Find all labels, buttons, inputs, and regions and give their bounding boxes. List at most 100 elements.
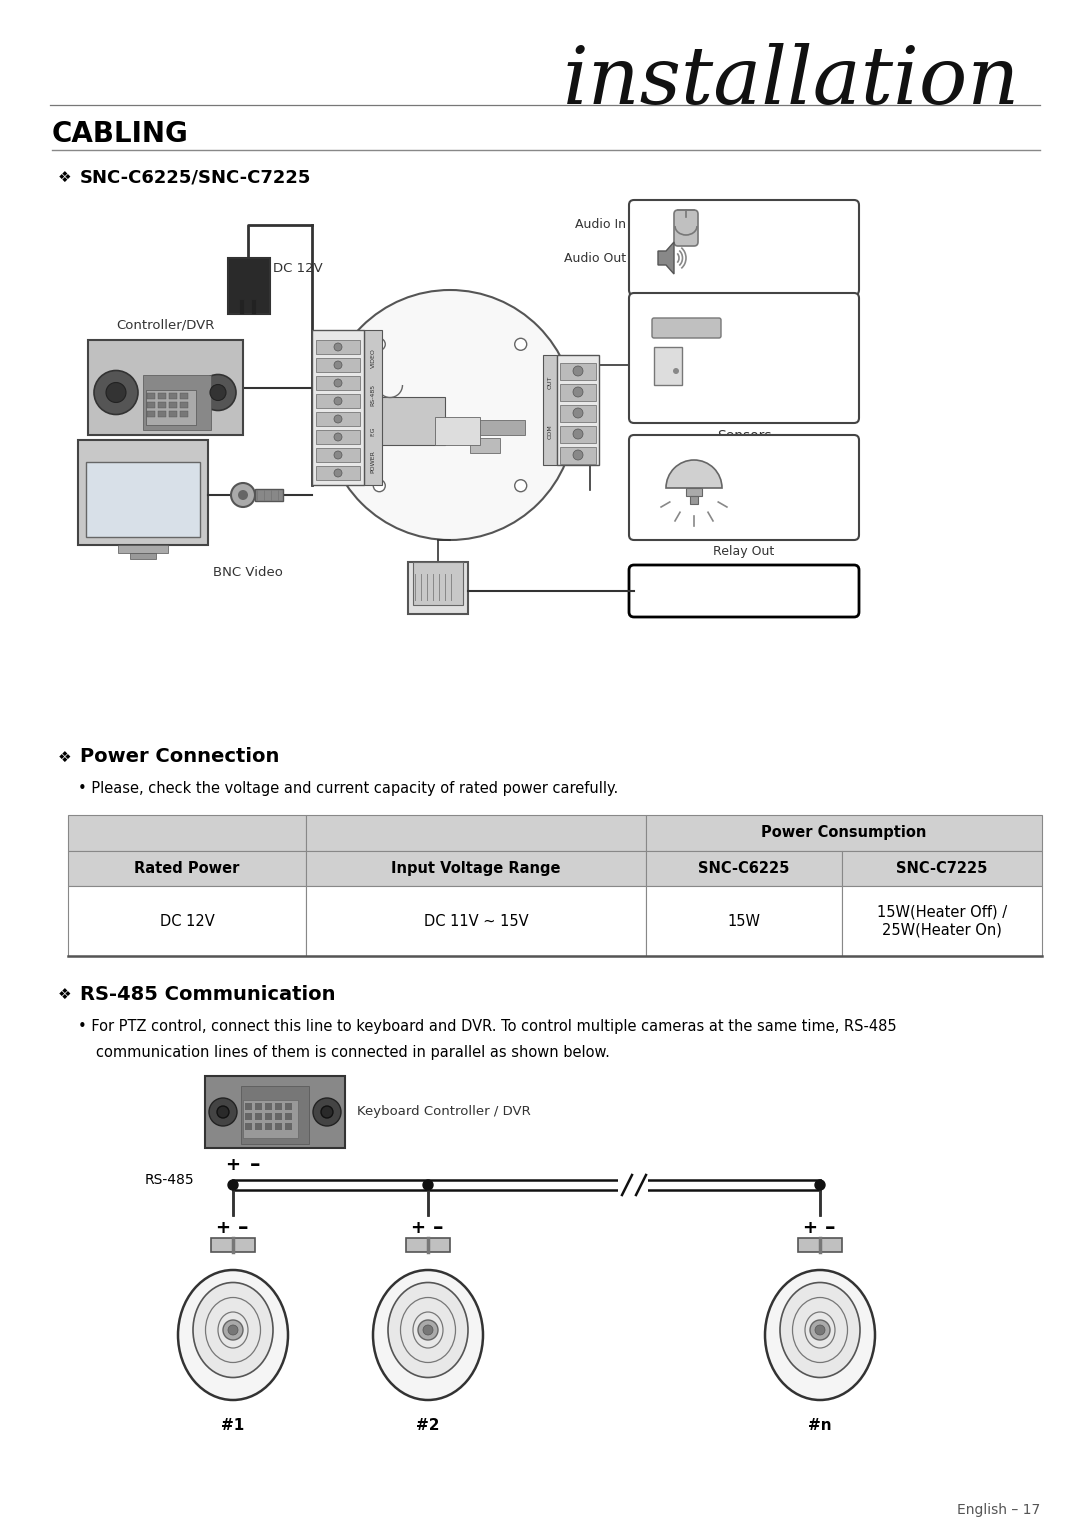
Bar xyxy=(255,1113,262,1120)
Bar xyxy=(68,815,306,850)
Text: POWER: POWER xyxy=(370,450,376,472)
Bar xyxy=(561,447,596,463)
Text: 15W(Heater Off) /
25W(Heater On): 15W(Heater Off) / 25W(Heater On) xyxy=(877,905,1007,937)
Circle shape xyxy=(228,1180,238,1190)
Circle shape xyxy=(573,387,583,396)
Bar xyxy=(245,1123,252,1129)
Text: Door
Switch: Door Switch xyxy=(724,357,766,384)
Text: BNC Video: BNC Video xyxy=(213,567,283,579)
Text: Audio Out: Audio Out xyxy=(564,251,626,265)
Circle shape xyxy=(334,433,342,440)
Bar xyxy=(143,375,211,430)
Bar xyxy=(561,427,596,443)
FancyBboxPatch shape xyxy=(629,293,859,424)
Text: RS-485 Communication: RS-485 Communication xyxy=(80,985,336,1003)
Circle shape xyxy=(210,384,226,401)
Bar xyxy=(435,418,480,445)
Text: ❖: ❖ xyxy=(58,750,71,765)
Text: SNC-C6225/SNC-C7225: SNC-C6225/SNC-C7225 xyxy=(80,168,311,186)
Bar xyxy=(68,885,306,956)
Text: Lamp: Lamp xyxy=(734,482,773,495)
Ellipse shape xyxy=(193,1283,273,1378)
Bar xyxy=(312,331,364,485)
Circle shape xyxy=(515,480,527,492)
Bar xyxy=(245,1113,252,1120)
Circle shape xyxy=(573,408,583,418)
Bar xyxy=(118,546,168,553)
Bar xyxy=(316,395,360,408)
Bar xyxy=(158,393,166,399)
Bar xyxy=(130,553,156,559)
Bar xyxy=(557,355,599,465)
Text: 15W: 15W xyxy=(728,913,760,928)
Bar xyxy=(168,411,177,418)
Text: communication lines of them is connected in parallel as shown below.: communication lines of them is connected… xyxy=(96,1044,610,1059)
Text: F.G: F.G xyxy=(370,427,376,436)
Circle shape xyxy=(418,1320,438,1340)
Text: • Please, check the voltage and current capacity of rated power carefully.: • Please, check the voltage and current … xyxy=(78,782,618,797)
Text: Speaker: Speaker xyxy=(704,251,755,265)
Text: IrDA
Sensor: IrDA Sensor xyxy=(724,314,767,341)
Text: Sensors: Sensors xyxy=(717,428,771,443)
Text: #2: #2 xyxy=(416,1417,440,1433)
Text: Keyboard Controller / DVR: Keyboard Controller / DVR xyxy=(357,1105,530,1119)
Circle shape xyxy=(325,290,575,539)
Bar xyxy=(798,1237,842,1253)
Bar xyxy=(316,340,360,354)
Bar xyxy=(241,1087,309,1145)
Bar xyxy=(470,421,525,434)
Circle shape xyxy=(313,1097,341,1126)
Text: +: + xyxy=(802,1219,818,1237)
Circle shape xyxy=(334,469,342,477)
Bar xyxy=(211,1237,255,1253)
Ellipse shape xyxy=(780,1283,860,1378)
Bar xyxy=(842,885,1042,956)
Text: Audio In: Audio In xyxy=(575,218,626,232)
Text: Controller/DVR: Controller/DVR xyxy=(117,319,215,332)
Text: RS-485: RS-485 xyxy=(370,384,376,407)
Text: • For PTZ control, connect this line to keyboard and DVR. To control multiple ca: • For PTZ control, connect this line to … xyxy=(78,1018,896,1033)
Ellipse shape xyxy=(388,1283,468,1378)
Text: Rated Power: Rated Power xyxy=(134,861,240,876)
Bar xyxy=(316,430,360,443)
Bar xyxy=(158,411,166,418)
Circle shape xyxy=(222,1320,243,1340)
Circle shape xyxy=(515,338,527,351)
Circle shape xyxy=(815,1180,825,1190)
Text: #1: #1 xyxy=(221,1417,245,1433)
Text: Network: Network xyxy=(704,582,784,600)
FancyBboxPatch shape xyxy=(228,258,270,314)
Text: DC 12V: DC 12V xyxy=(273,262,323,274)
Circle shape xyxy=(228,1324,238,1335)
Circle shape xyxy=(321,1106,333,1119)
Bar xyxy=(285,1103,292,1109)
Bar xyxy=(147,393,156,399)
Bar xyxy=(180,393,188,399)
Bar xyxy=(245,1103,252,1109)
Circle shape xyxy=(573,366,583,376)
Text: DC 12V: DC 12V xyxy=(160,913,214,928)
Circle shape xyxy=(423,1324,433,1335)
Bar xyxy=(543,355,557,465)
Circle shape xyxy=(423,1180,433,1190)
Bar xyxy=(842,850,1042,885)
Bar xyxy=(686,488,702,495)
FancyBboxPatch shape xyxy=(652,319,721,338)
Bar xyxy=(306,815,646,850)
Text: ❖: ❖ xyxy=(58,986,71,1001)
Ellipse shape xyxy=(373,1269,483,1401)
Bar xyxy=(654,347,681,386)
FancyBboxPatch shape xyxy=(629,434,859,539)
Bar xyxy=(146,390,195,425)
Bar xyxy=(285,1113,292,1120)
Text: +: + xyxy=(216,1219,230,1237)
Bar xyxy=(168,393,177,399)
Circle shape xyxy=(217,1106,229,1119)
Bar xyxy=(413,562,463,605)
Text: Power Consumption: Power Consumption xyxy=(761,826,927,841)
Circle shape xyxy=(334,396,342,405)
Bar xyxy=(147,411,156,418)
Bar xyxy=(408,562,468,614)
Circle shape xyxy=(573,450,583,460)
Circle shape xyxy=(106,383,126,402)
